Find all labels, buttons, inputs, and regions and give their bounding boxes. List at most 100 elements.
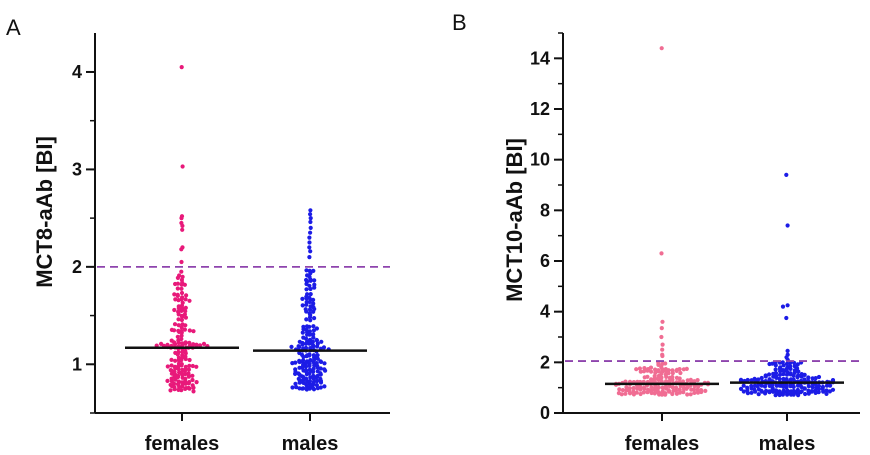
- data-point: [799, 384, 804, 390]
- data-point: [176, 350, 181, 355]
- data-point: [738, 386, 744, 391]
- data-point: [688, 377, 693, 382]
- y-tick-label: 12: [530, 99, 550, 119]
- axes-b: 0 2 4 6 8 10 12 14: [530, 32, 860, 423]
- data-point: [641, 390, 646, 395]
- data-point: [304, 372, 309, 377]
- axes-a: 1 2 3 4: [72, 33, 390, 421]
- y-tick-label: 2: [540, 352, 550, 372]
- data-point: [784, 172, 789, 177]
- data-point: [616, 391, 622, 396]
- data-point: [308, 271, 313, 276]
- data-point: [771, 389, 776, 394]
- data-point: [685, 392, 690, 397]
- data-point: [311, 268, 316, 273]
- panel-letter-a: A: [6, 15, 21, 40]
- data-point: [681, 390, 686, 395]
- data-point: [678, 370, 683, 376]
- data-point: [315, 378, 320, 384]
- data-point: [785, 223, 790, 228]
- data-point: [745, 391, 751, 396]
- data-point: [311, 369, 316, 374]
- data-point: [184, 293, 189, 298]
- data-point: [773, 367, 778, 372]
- data-point: [688, 392, 693, 397]
- data-point: [315, 363, 320, 368]
- data-point: [824, 391, 829, 396]
- data-point: [624, 388, 629, 393]
- data-point: [297, 339, 302, 344]
- panel-b: B MCT10-aAb [BI] 0 2 4 6 8 10 12 14 females mal…: [452, 10, 860, 455]
- data-point: [641, 385, 647, 390]
- data-point: [802, 372, 807, 377]
- data-point: [176, 317, 181, 322]
- data-point: [670, 374, 675, 380]
- data-point: [745, 377, 750, 383]
- y-tick-label: 2: [72, 257, 82, 277]
- data-point: [308, 318, 313, 323]
- data-point: [187, 340, 192, 345]
- data-point: [620, 388, 626, 393]
- data-point: [773, 363, 778, 368]
- data-point: [773, 371, 779, 376]
- data-point: [767, 390, 772, 395]
- data-point: [165, 378, 170, 383]
- data-point: [649, 385, 654, 390]
- data-point: [177, 384, 182, 389]
- data-point: [308, 225, 313, 230]
- data-point: [300, 342, 305, 347]
- data-point: [785, 303, 790, 308]
- data-point: [180, 227, 185, 232]
- data-point: [827, 389, 833, 394]
- data-point: [792, 370, 797, 375]
- data-point: [187, 328, 192, 333]
- data-point: [311, 343, 316, 348]
- data-point: [691, 387, 697, 392]
- data-point: [305, 292, 310, 297]
- data-point: [781, 372, 786, 377]
- data-point: [311, 382, 316, 387]
- data-point: [318, 366, 323, 371]
- data-point: [179, 216, 184, 221]
- data-point: [308, 208, 313, 213]
- data-point: [695, 378, 700, 383]
- data-point: [307, 240, 312, 245]
- points-b: [613, 46, 836, 398]
- data-point: [290, 385, 295, 390]
- data-point: [652, 391, 657, 396]
- data-point: [308, 358, 313, 363]
- y-tick-label: 1: [72, 354, 82, 374]
- data-point: [187, 298, 192, 303]
- data-point: [314, 383, 319, 388]
- data-point: [183, 367, 188, 372]
- data-point: [767, 361, 772, 367]
- data-point: [180, 295, 185, 300]
- data-point: [190, 363, 195, 369]
- data-point: [176, 298, 181, 303]
- data-point: [172, 307, 177, 313]
- data-point: [311, 301, 316, 306]
- data-point: [749, 386, 754, 391]
- data-point: [319, 339, 324, 344]
- data-point: [169, 357, 174, 362]
- data-point: [653, 370, 658, 375]
- data-point: [186, 367, 191, 372]
- data-point: [653, 367, 658, 372]
- data-point: [695, 390, 701, 395]
- data-point: [322, 361, 327, 366]
- data-point: [175, 374, 181, 380]
- data-point: [305, 273, 310, 278]
- data-point: [677, 376, 682, 381]
- data-point: [289, 344, 294, 349]
- overlay-b: [565, 360, 860, 386]
- data-point: [816, 384, 822, 389]
- data-point: [307, 299, 312, 305]
- data-point: [659, 326, 664, 331]
- data-point: [307, 235, 312, 240]
- data-point: [656, 368, 661, 373]
- data-point: [631, 385, 636, 391]
- data-point: [321, 345, 327, 350]
- data-point: [777, 372, 783, 377]
- data-point: [173, 297, 178, 302]
- data-point: [830, 387, 836, 392]
